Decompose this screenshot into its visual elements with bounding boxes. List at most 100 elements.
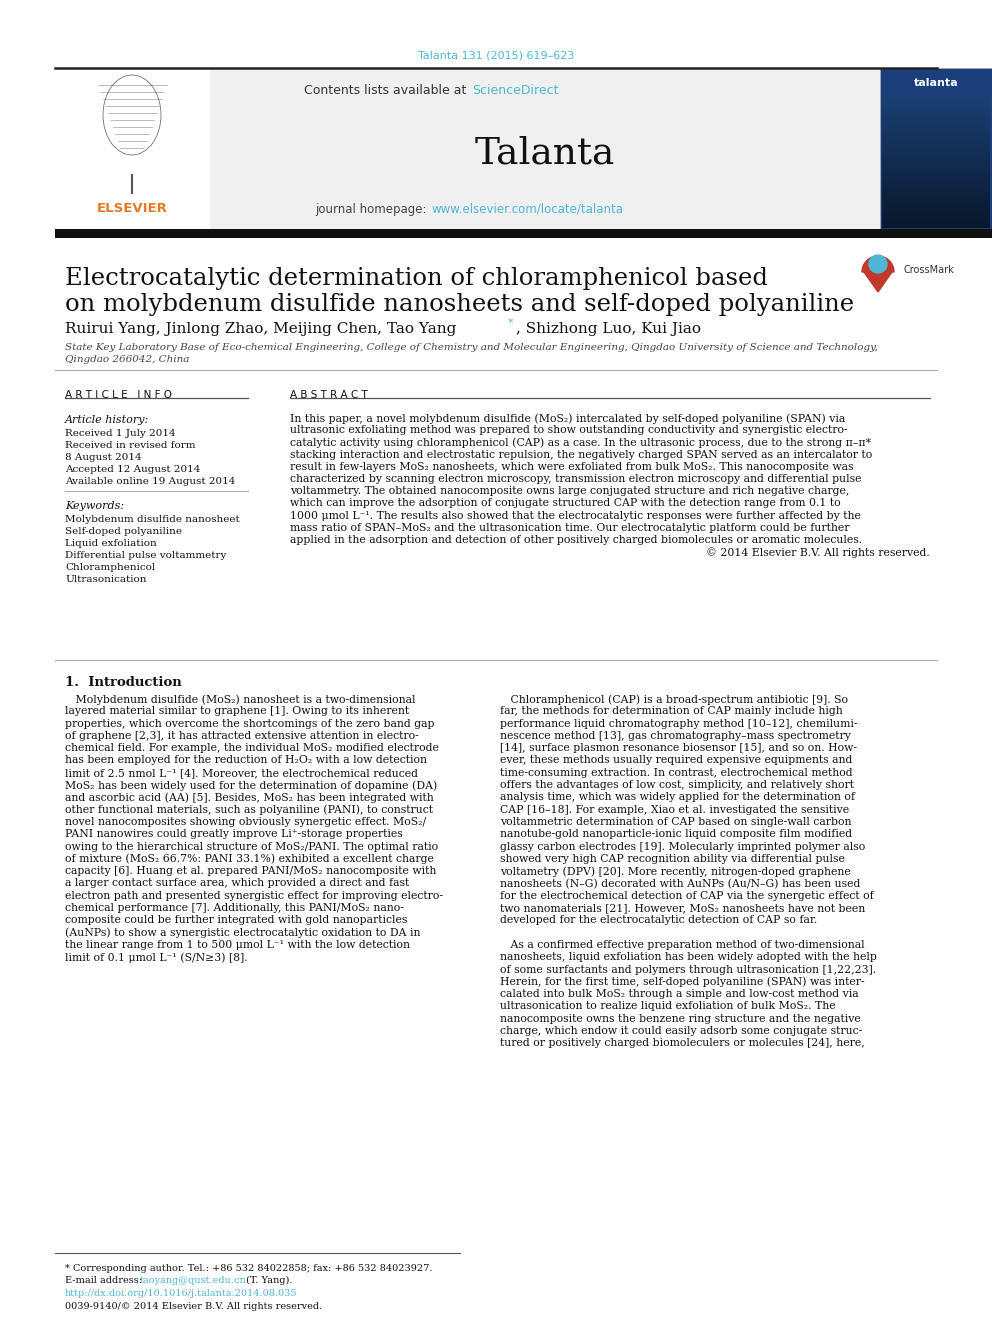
Text: charge, which endow it could easily adsorb some conjugate struc-: charge, which endow it could easily adso… <box>500 1027 862 1036</box>
Text: A B S T R A C T: A B S T R A C T <box>290 390 368 400</box>
Text: Available online 19 August 2014: Available online 19 August 2014 <box>65 478 235 486</box>
Text: chemical performance [7]. Additionally, this PANI/MoS₂ nano-: chemical performance [7]. Additionally, … <box>65 904 404 913</box>
Text: Ultrasonication: Ultrasonication <box>65 576 147 583</box>
Text: ultrasonic exfoliating method was prepared to show outstanding conductivity and : ultrasonic exfoliating method was prepar… <box>290 425 847 435</box>
Text: ELSEVIER: ELSEVIER <box>96 202 168 216</box>
Bar <box>210 67 880 230</box>
Text: talanta: talanta <box>914 78 958 89</box>
Text: has been employed for the reduction of H₂O₂ with a low detection: has been employed for the reduction of H… <box>65 755 427 766</box>
Text: Accepted 12 August 2014: Accepted 12 August 2014 <box>65 464 200 474</box>
Text: tured or positively charged biomoleculers or molecules [24], here,: tured or positively charged biomoleculer… <box>500 1039 865 1048</box>
Text: PANI nanowires could greatly improve Li⁺-storage properties: PANI nanowires could greatly improve Li⁺… <box>65 830 403 839</box>
Text: Received 1 July 2014: Received 1 July 2014 <box>65 429 176 438</box>
Text: limit of 0.1 μmol L⁻¹ (S/N≥3) [8].: limit of 0.1 μmol L⁻¹ (S/N≥3) [8]. <box>65 953 248 963</box>
Text: 8 August 2014: 8 August 2014 <box>65 452 142 462</box>
Text: In this paper, a novel molybdenum disulfide (MoS₂) intercalated by self-doped po: In this paper, a novel molybdenum disulf… <box>290 413 845 423</box>
Text: As a confirmed effective preparation method of two-dimensional: As a confirmed effective preparation met… <box>500 941 865 950</box>
Text: glassy carbon electrodes [19]. Molecularly imprinted polymer also: glassy carbon electrodes [19]. Molecular… <box>500 841 865 852</box>
Text: taoyang@qust.edu.cn: taoyang@qust.edu.cn <box>140 1275 247 1285</box>
Text: *: * <box>508 318 514 328</box>
Text: voltammetry. The obtained nanocomposite owns large conjugated structure and rich: voltammetry. The obtained nanocomposite … <box>290 486 849 496</box>
Text: E-mail address:: E-mail address: <box>65 1275 145 1285</box>
Text: mass ratio of SPAN–MoS₂ and the ultrasonication time. Our electrocatalytic platf: mass ratio of SPAN–MoS₂ and the ultrason… <box>290 523 849 533</box>
Text: developed for the electrocatalytic detection of CAP so far.: developed for the electrocatalytic detec… <box>500 916 817 925</box>
Text: Differential pulse voltammetry: Differential pulse voltammetry <box>65 550 226 560</box>
Text: capacity [6]. Huang et al. prepared PANI/MoS₂ nanocomposite with: capacity [6]. Huang et al. prepared PANI… <box>65 867 436 876</box>
Text: Molybdenum disulfide (MoS₂) nanosheet is a two-dimensional: Molybdenum disulfide (MoS₂) nanosheet is… <box>65 695 416 705</box>
Text: 1.  Introduction: 1. Introduction <box>65 676 182 689</box>
Text: Herein, for the first time, self-doped polyaniline (SPAN) was inter-: Herein, for the first time, self-doped p… <box>500 976 865 987</box>
Text: voltammetric determination of CAP based on single-wall carbon: voltammetric determination of CAP based … <box>500 818 851 827</box>
Text: properties, which overcome the shortcomings of the zero band gap: properties, which overcome the shortcomi… <box>65 718 434 729</box>
Text: nanocomposite owns the benzene ring structure and the negative: nanocomposite owns the benzene ring stru… <box>500 1013 861 1024</box>
Text: , Shizhong Luo, Kui Jiao: , Shizhong Luo, Kui Jiao <box>516 321 701 336</box>
Text: State Key Laboratory Base of Eco-chemical Engineering, College of Chemistry and : State Key Laboratory Base of Eco-chemica… <box>65 343 878 352</box>
Bar <box>880 67 992 230</box>
Text: ScienceDirect: ScienceDirect <box>472 83 558 97</box>
Text: © 2014 Elsevier B.V. All rights reserved.: © 2014 Elsevier B.V. All rights reserved… <box>706 548 930 558</box>
Text: ultrasonication to realize liquid exfoliation of bulk MoS₂. The: ultrasonication to realize liquid exfoli… <box>500 1002 835 1012</box>
Text: Contents lists available at: Contents lists available at <box>304 83 470 97</box>
Text: nanotube-gold nanoparticle-ionic liquid composite film modified: nanotube-gold nanoparticle-ionic liquid … <box>500 830 852 839</box>
Text: Chloramphenicol (CAP) is a broad-spectrum antibiotic [9]. So: Chloramphenicol (CAP) is a broad-spectru… <box>500 695 848 705</box>
Text: Received in revised form: Received in revised form <box>65 441 195 450</box>
Text: time-consuming extraction. In contrast, electrochemical method: time-consuming extraction. In contrast, … <box>500 767 853 778</box>
Text: Talanta: Talanta <box>475 135 615 171</box>
Bar <box>55 67 210 230</box>
Text: calated into bulk MoS₂ through a simple and low-cost method via: calated into bulk MoS₂ through a simple … <box>500 990 859 999</box>
Text: Talanta 131 (2015) 619–623: Talanta 131 (2015) 619–623 <box>418 50 574 60</box>
Text: two nanomaterials [21]. However, MoS₂ nanosheets have not been: two nanomaterials [21]. However, MoS₂ na… <box>500 904 865 913</box>
Text: offers the advantages of low cost, simplicity, and relatively short: offers the advantages of low cost, simpl… <box>500 781 854 790</box>
Text: which can improve the adsorption of conjugate structured CAP with the detection : which can improve the adsorption of conj… <box>290 499 840 508</box>
Text: and ascorbic acid (AA) [5]. Besides, MoS₂ has been integrated with: and ascorbic acid (AA) [5]. Besides, MoS… <box>65 792 434 803</box>
Text: far, the methods for determination of CAP mainly include high: far, the methods for determination of CA… <box>500 706 843 716</box>
Text: voltametry (DPV) [20]. More recently, nitrogen-doped graphene: voltametry (DPV) [20]. More recently, ni… <box>500 867 851 877</box>
Text: (AuNPs) to show a synergistic electrocatalytic oxidation to DA in: (AuNPs) to show a synergistic electrocat… <box>65 927 421 938</box>
Text: catalytic activity using chloramphenicol (CAP) as a case. In the ultrasonic proc: catalytic activity using chloramphenicol… <box>290 438 871 448</box>
Text: Ruirui Yang, Jinlong Zhao, Meijing Chen, Tao Yang: Ruirui Yang, Jinlong Zhao, Meijing Chen,… <box>65 321 456 336</box>
Circle shape <box>869 255 887 273</box>
Text: http://dx.doi.org/10.1016/j.talanta.2014.08.035: http://dx.doi.org/10.1016/j.talanta.2014… <box>65 1289 298 1298</box>
Text: a larger contact surface area, which provided a direct and fast: a larger contact surface area, which pro… <box>65 878 410 889</box>
Text: characterized by scanning electron microscopy, transmission electron microscopy : characterized by scanning electron micro… <box>290 474 861 484</box>
Text: CrossMark: CrossMark <box>903 265 953 275</box>
Text: of mixture (MoS₂ 66.7%: PANI 33.1%) exhibited a excellent charge: of mixture (MoS₂ 66.7%: PANI 33.1%) exhi… <box>65 853 434 864</box>
Text: electron path and presented synergistic effect for improving electro-: electron path and presented synergistic … <box>65 890 443 901</box>
Circle shape <box>858 254 898 294</box>
Text: A R T I C L E   I N F O: A R T I C L E I N F O <box>65 390 172 400</box>
Text: Qingdao 266042, China: Qingdao 266042, China <box>65 355 189 364</box>
Text: of graphene [2,3], it has attracted extensive attention in electro-: of graphene [2,3], it has attracted exte… <box>65 730 419 741</box>
Text: nanosheets, liquid exfoliation has been widely adopted with the help: nanosheets, liquid exfoliation has been … <box>500 953 877 962</box>
Text: showed very high CAP recognition ability via differential pulse: showed very high CAP recognition ability… <box>500 853 845 864</box>
Text: novel nanocomposites showing obviously synergetic effect. MoS₂/: novel nanocomposites showing obviously s… <box>65 818 427 827</box>
Text: the linear range from 1 to 500 μmol L⁻¹ with the low detection: the linear range from 1 to 500 μmol L⁻¹ … <box>65 941 410 950</box>
Text: result in few-layers MoS₂ nanosheets, which were exfoliated from bulk MoS₂. This: result in few-layers MoS₂ nanosheets, wh… <box>290 462 853 472</box>
Text: 0039-9140/© 2014 Elsevier B.V. All rights reserved.: 0039-9140/© 2014 Elsevier B.V. All right… <box>65 1302 322 1311</box>
Text: 1000 μmol L⁻¹. The results also showed that the electrocatalytic responses were : 1000 μmol L⁻¹. The results also showed t… <box>290 511 861 520</box>
Text: limit of 2.5 nmol L⁻¹ [4]. Moreover, the electrochemical reduced: limit of 2.5 nmol L⁻¹ [4]. Moreover, the… <box>65 767 418 778</box>
Text: Liquid exfoliation: Liquid exfoliation <box>65 538 157 548</box>
Text: layered material similar to graphene [1]. Owing to its inherent: layered material similar to graphene [1]… <box>65 706 409 716</box>
Text: MoS₂ has been widely used for the determination of dopamine (DA): MoS₂ has been widely used for the determ… <box>65 781 437 791</box>
Text: ever, these methods usually required expensive equipments and: ever, these methods usually required exp… <box>500 755 852 766</box>
Polygon shape <box>864 273 892 292</box>
Text: Molybdenum disulfide nanosheet: Molybdenum disulfide nanosheet <box>65 515 240 524</box>
Text: applied in the adsorption and detection of other positively charged biomolecules: applied in the adsorption and detection … <box>290 534 862 545</box>
Text: stacking interaction and electrostatic repulsion, the negatively charged SPAN se: stacking interaction and electrostatic r… <box>290 450 872 459</box>
Text: chemical field. For example, the individual MoS₂ modified electrode: chemical field. For example, the individ… <box>65 744 438 753</box>
Text: Self-doped polyaniline: Self-doped polyaniline <box>65 527 182 536</box>
Text: * Corresponding author. Tel.: +86 532 84022858; fax: +86 532 84023927.: * Corresponding author. Tel.: +86 532 84… <box>65 1263 433 1273</box>
Text: CAP [16–18]. For example, Xiao et al. investigated the sensitive: CAP [16–18]. For example, Xiao et al. in… <box>500 804 849 815</box>
Text: of some surfactants and polymers through ultrasonication [1,22,23].: of some surfactants and polymers through… <box>500 964 876 975</box>
Text: [14], surface plasmon resonance biosensor [15], and so on. How-: [14], surface plasmon resonance biosenso… <box>500 744 857 753</box>
Text: for the electrochemical detection of CAP via the synergetic effect of: for the electrochemical detection of CAP… <box>500 890 874 901</box>
Text: owing to the hierarchical structure of MoS₂/PANI. The optimal ratio: owing to the hierarchical structure of M… <box>65 841 438 852</box>
Text: analysis time, which was widely applied for the determination of: analysis time, which was widely applied … <box>500 792 855 803</box>
Text: nanosheets (N–G) decorated with AuNPs (Au/N–G) has been used: nanosheets (N–G) decorated with AuNPs (A… <box>500 878 860 889</box>
Wedge shape <box>862 255 894 273</box>
Text: performance liquid chromatography method [10–12], chemilumi-: performance liquid chromatography method… <box>500 718 857 729</box>
Text: nescence method [13], gas chromatography–mass spectrometry: nescence method [13], gas chromatography… <box>500 730 851 741</box>
Text: composite could be further integrated with gold nanoparticles: composite could be further integrated wi… <box>65 916 408 925</box>
Text: on molybdenum disulfide nanosheets and self-doped polyaniline: on molybdenum disulfide nanosheets and s… <box>65 292 854 316</box>
Text: other functional materials, such as polyaniline (PANI), to construct: other functional materials, such as poly… <box>65 804 433 815</box>
